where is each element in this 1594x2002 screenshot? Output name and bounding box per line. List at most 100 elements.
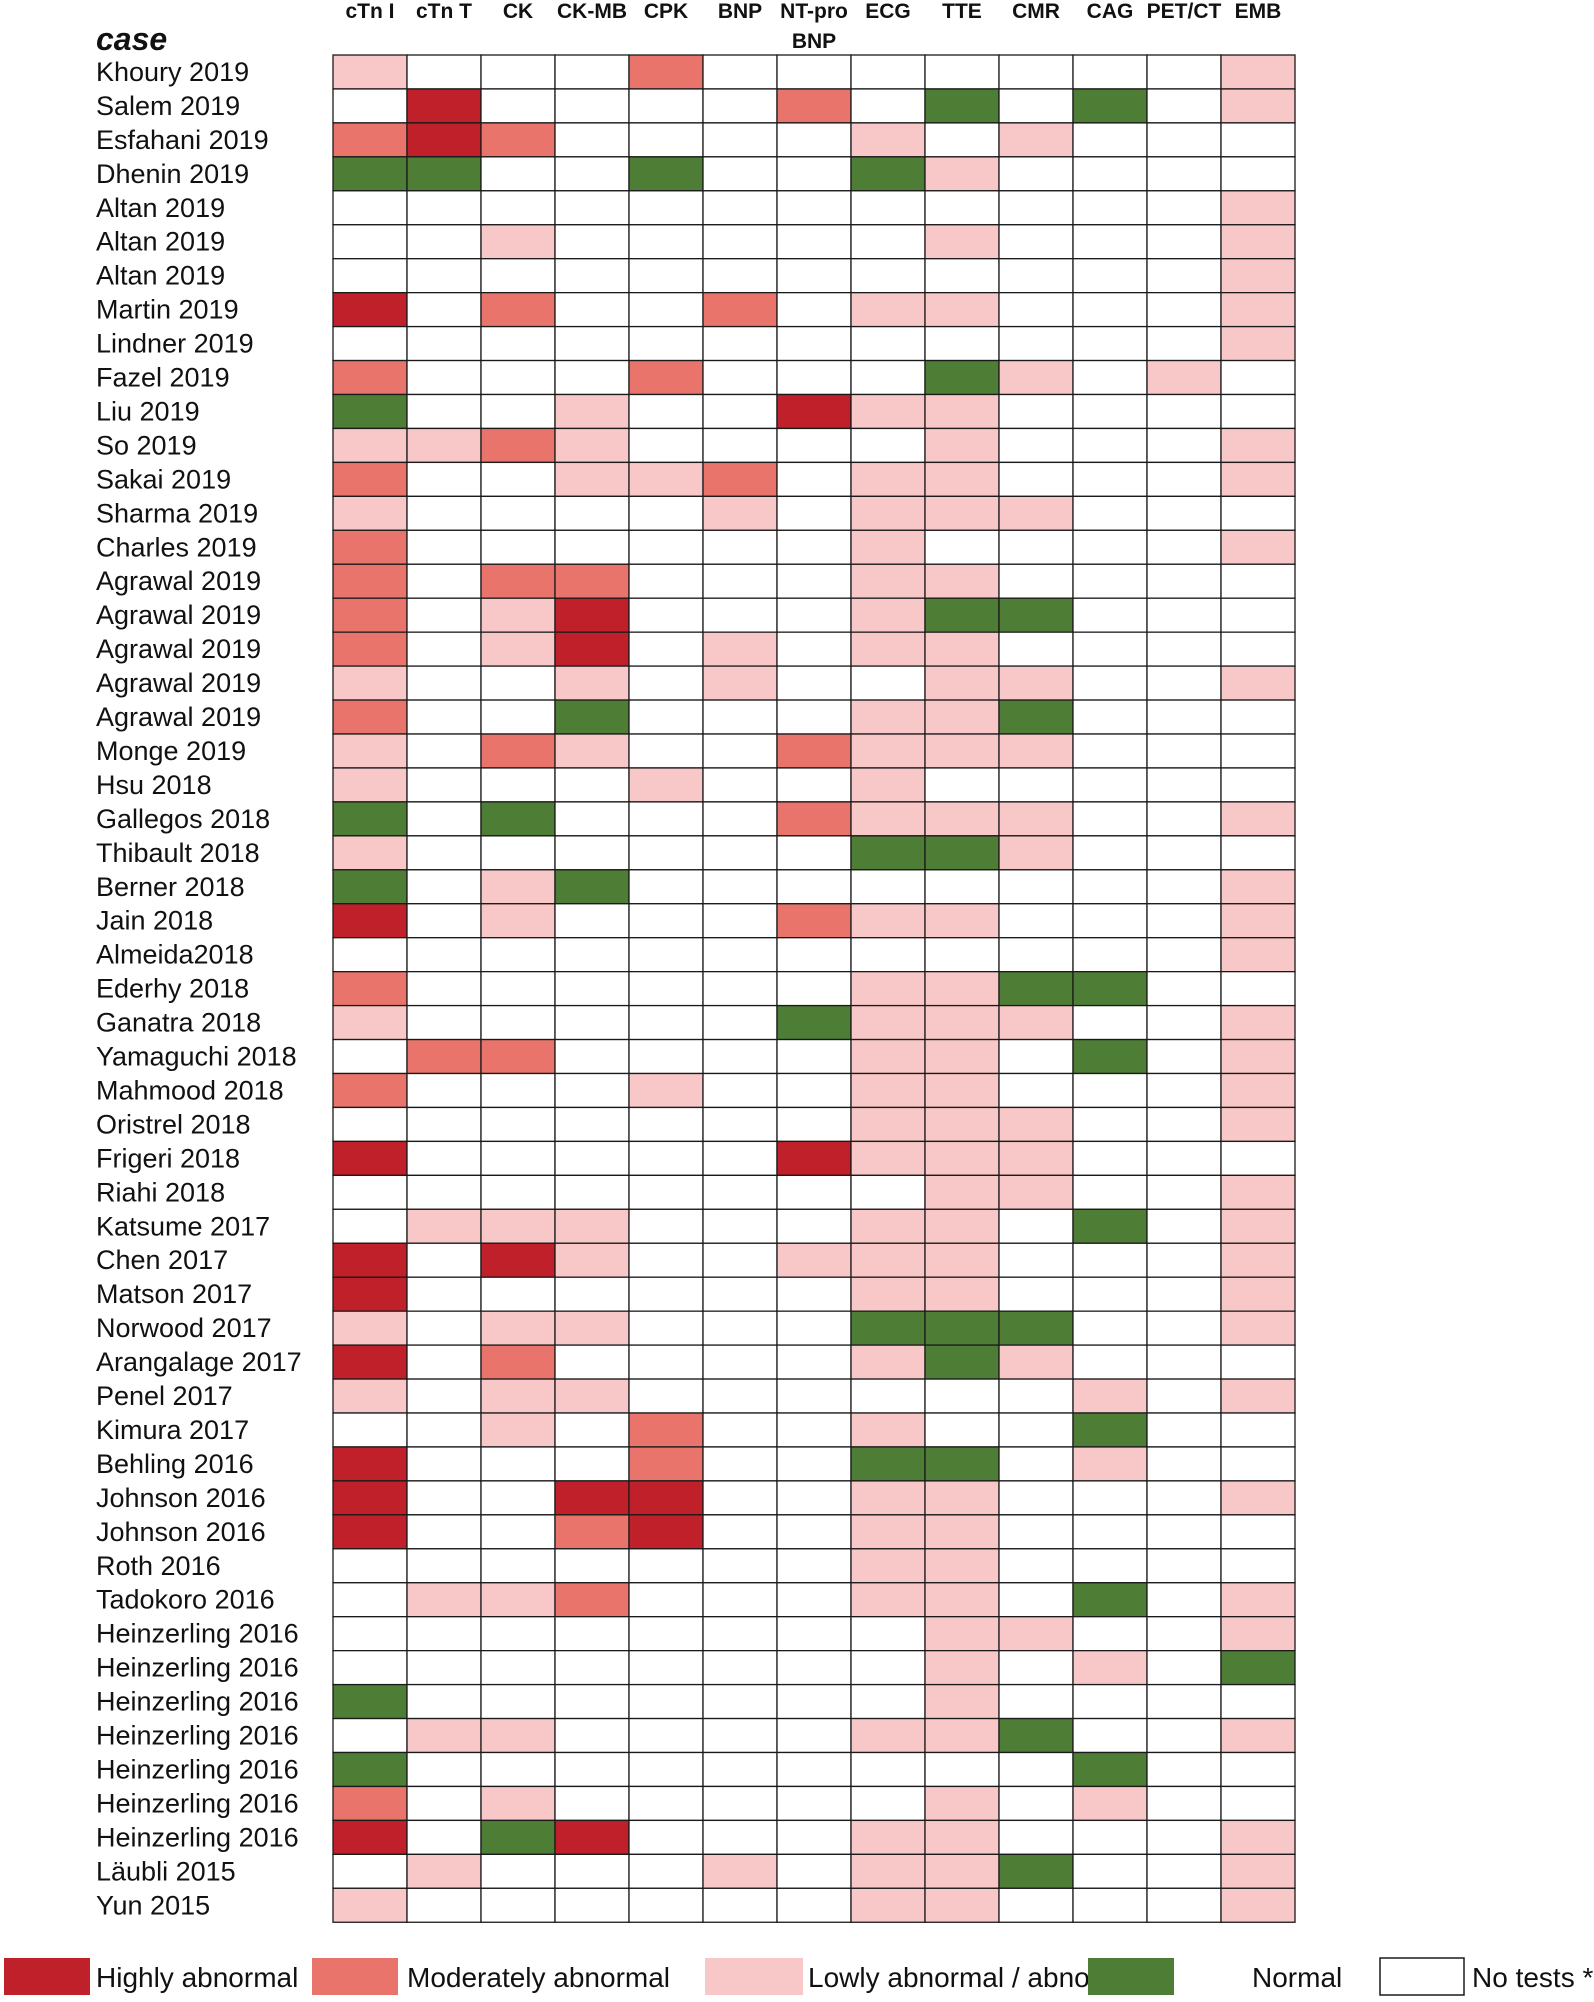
cell-ck-mb xyxy=(554,122,630,158)
cell-cag xyxy=(1072,529,1148,565)
cell-nt-pro-bnp xyxy=(776,461,852,497)
cell-tte xyxy=(924,1650,1000,1686)
cell-ecg xyxy=(850,767,926,803)
row-label: Katsume 2017 xyxy=(96,1211,270,1241)
cell-ck xyxy=(480,325,556,362)
cell-cmr xyxy=(998,88,1074,124)
cell-ctn-i xyxy=(332,1310,408,1346)
cell-ctn-i xyxy=(332,258,408,294)
cell-ecg xyxy=(850,359,926,396)
cell-ecg xyxy=(850,1751,926,1788)
cell-bnp xyxy=(702,224,778,260)
cell-ck xyxy=(480,1276,556,1312)
cell-cag xyxy=(1072,54,1148,90)
row-label: Agrawal 2019 xyxy=(96,600,261,630)
cell-cmr xyxy=(998,529,1074,565)
cell-pet-ct xyxy=(1146,88,1222,124)
cell-pet-ct xyxy=(1146,1887,1222,1923)
cell-cag xyxy=(1072,1582,1148,1618)
cell-ctn-i xyxy=(332,1446,408,1482)
cell-bnp xyxy=(702,1480,778,1516)
row-label: Berner 2018 xyxy=(96,872,245,902)
cell-ck-mb xyxy=(554,835,630,871)
cell-pet-ct xyxy=(1146,1717,1222,1754)
cell-bnp xyxy=(702,1242,778,1278)
cell-cag xyxy=(1072,359,1148,396)
cell-tte xyxy=(924,1004,1000,1041)
cell-ck xyxy=(480,1174,556,1210)
cell-cpk xyxy=(628,461,704,497)
row-label: Frigeri 2018 xyxy=(96,1143,240,1173)
cell-cag xyxy=(1072,156,1148,192)
cell-cpk xyxy=(628,54,704,90)
cell-cag xyxy=(1072,122,1148,158)
row-label: Johnson 2016 xyxy=(96,1517,266,1547)
row-label: Almeida2018 xyxy=(96,940,254,970)
cell-emb xyxy=(1220,461,1296,497)
cell-ck-mb xyxy=(554,563,630,599)
row-label: Sharma 2019 xyxy=(96,498,258,528)
cell-ck-mb xyxy=(554,393,630,430)
cell-ctn-i xyxy=(332,54,408,90)
cell-ctn-i xyxy=(332,1412,408,1448)
column-header-emb: EMB xyxy=(1235,0,1282,23)
cell-pet-ct xyxy=(1146,1785,1222,1822)
cell-ck xyxy=(480,393,556,430)
column-header-bnp: BNP xyxy=(718,0,762,23)
cell-bnp xyxy=(702,1174,778,1210)
cell-nt-pro-bnp xyxy=(776,971,852,1007)
cell-tte xyxy=(924,461,1000,497)
cell-nt-pro-bnp xyxy=(776,699,852,735)
cell-bnp xyxy=(702,1140,778,1177)
cell-nt-pro-bnp xyxy=(776,733,852,769)
cell-cpk xyxy=(628,495,704,531)
cell-emb xyxy=(1220,1412,1296,1448)
cell-ctn-t xyxy=(406,1616,482,1652)
cell-cag xyxy=(1072,1412,1148,1448)
cell-cpk xyxy=(628,1819,704,1856)
cell-ck xyxy=(480,733,556,769)
row-label: Tadokoro 2016 xyxy=(96,1585,275,1615)
column-header-ck: CK xyxy=(503,0,533,23)
cell-cag xyxy=(1072,1310,1148,1346)
cell-ck-mb xyxy=(554,1344,630,1380)
cell-tte xyxy=(924,1208,1000,1244)
cell-ck xyxy=(480,597,556,633)
cell-ck xyxy=(480,1751,556,1788)
cell-pet-ct xyxy=(1146,291,1222,328)
cell-tte xyxy=(924,835,1000,871)
cell-ctn-t xyxy=(406,563,482,599)
cell-ck-mb xyxy=(554,1276,630,1312)
cell-ck-mb xyxy=(554,1650,630,1686)
cell-cmr xyxy=(998,495,1074,531)
cell-bnp xyxy=(702,563,778,599)
cell-ck-mb xyxy=(554,224,630,260)
cell-cmr xyxy=(998,937,1074,973)
cell-cmr xyxy=(998,54,1074,90)
cell-ctn-t xyxy=(406,767,482,803)
cell-nt-pro-bnp xyxy=(776,835,852,871)
cell-ctn-t xyxy=(406,699,482,735)
cell-nt-pro-bnp xyxy=(776,1480,852,1516)
cell-nt-pro-bnp xyxy=(776,54,852,90)
cell-nt-pro-bnp xyxy=(776,258,852,294)
cell-cag xyxy=(1072,563,1148,599)
cell-emb xyxy=(1220,1276,1296,1312)
cell-bnp xyxy=(702,1446,778,1482)
cell-cag xyxy=(1072,495,1148,531)
cell-emb xyxy=(1220,1072,1296,1109)
cell-ctn-i xyxy=(332,631,408,667)
cell-cag xyxy=(1072,971,1148,1007)
row-label: Agrawal 2019 xyxy=(96,566,261,596)
cell-emb xyxy=(1220,1650,1296,1686)
cell-bnp xyxy=(702,937,778,973)
cell-cpk xyxy=(628,224,704,260)
cell-emb xyxy=(1220,190,1296,226)
cell-ctn-t xyxy=(406,1717,482,1754)
row-label: Behling 2016 xyxy=(96,1449,254,1479)
cell-cpk xyxy=(628,1650,704,1686)
cell-pet-ct xyxy=(1146,495,1222,531)
cell-cag xyxy=(1072,1650,1148,1686)
cell-ctn-i xyxy=(332,495,408,531)
cell-cag xyxy=(1072,393,1148,430)
